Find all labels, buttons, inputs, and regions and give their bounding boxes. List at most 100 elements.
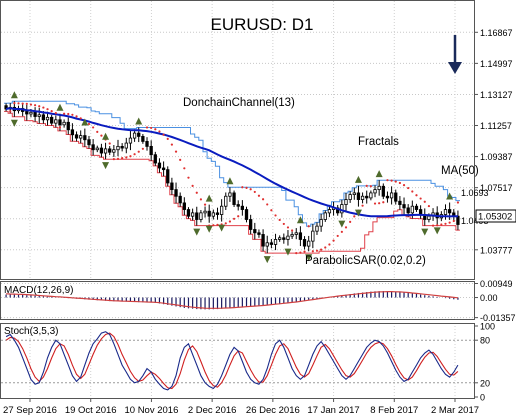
sar-dot bbox=[286, 226, 290, 229]
sar-dot bbox=[398, 181, 401, 185]
annotation-donchian: DonchainChannel(13) bbox=[183, 97, 295, 109]
sar-dot bbox=[456, 201, 460, 204]
sar-dot bbox=[158, 130, 161, 133]
candle-body-up bbox=[352, 192, 356, 195]
candle bbox=[261, 229, 265, 252]
candle bbox=[124, 137, 128, 154]
candle bbox=[149, 140, 153, 161]
stoch-grid bbox=[1, 326, 474, 397]
candle bbox=[414, 203, 419, 212]
candle-body-up bbox=[265, 242, 269, 247]
candle bbox=[83, 128, 87, 147]
candle-body-up bbox=[116, 145, 120, 151]
candle bbox=[99, 143, 104, 158]
candle bbox=[128, 131, 133, 151]
sar-dot bbox=[324, 246, 327, 249]
candle-body-down bbox=[186, 209, 191, 217]
candle-body-down bbox=[302, 239, 307, 247]
sar-dot bbox=[361, 204, 364, 207]
candle bbox=[348, 191, 352, 203]
sar-dot bbox=[232, 217, 236, 220]
candle bbox=[282, 233, 286, 244]
candle-body-down bbox=[25, 111, 29, 115]
fractal-up-icon bbox=[226, 177, 234, 185]
candle bbox=[228, 187, 232, 202]
candle-body-down bbox=[240, 205, 245, 210]
candle bbox=[141, 134, 145, 144]
x-tick-label: 8 Feb 2017 bbox=[370, 405, 418, 416]
candle-body-up bbox=[103, 148, 108, 154]
candle bbox=[394, 189, 398, 205]
candle bbox=[352, 187, 356, 200]
candle-body-down bbox=[149, 145, 153, 156]
sar-dot bbox=[390, 179, 393, 182]
candle-body-up bbox=[211, 212, 215, 217]
sar-dot bbox=[133, 153, 136, 156]
y-tick-label: 100 bbox=[480, 322, 495, 332]
sar-dot bbox=[58, 126, 62, 129]
candle bbox=[307, 235, 311, 252]
donchian-lower bbox=[4, 110, 460, 254]
candle-body-down bbox=[249, 219, 253, 230]
fractal-down-icon bbox=[338, 220, 346, 228]
candle bbox=[190, 208, 195, 221]
candle bbox=[302, 236, 307, 250]
candle-body-down bbox=[195, 212, 199, 220]
sar-dot bbox=[270, 209, 273, 212]
candle bbox=[398, 196, 402, 210]
sar-dot bbox=[92, 126, 95, 129]
sar-dot bbox=[21, 102, 24, 105]
sar-dot bbox=[17, 102, 20, 105]
sar-dot bbox=[353, 215, 356, 218]
candle-body-up bbox=[62, 121, 66, 126]
fractal-down-icon bbox=[305, 254, 313, 262]
candle-body-down bbox=[182, 202, 186, 210]
candle-body-up bbox=[348, 194, 352, 200]
stoch-d-path bbox=[5, 332, 459, 390]
macd-grid bbox=[1, 282, 474, 319]
candle-body-down bbox=[137, 132, 141, 137]
candle-body-down bbox=[91, 144, 95, 151]
candle-body-down bbox=[402, 204, 406, 209]
candle bbox=[294, 228, 298, 240]
sar-dot bbox=[174, 150, 178, 153]
candle-body-down bbox=[232, 192, 236, 205]
sar-dot bbox=[278, 218, 281, 222]
candle-body-up bbox=[443, 209, 448, 215]
macd-panel-frame bbox=[0, 281, 475, 320]
macd-signal-path bbox=[6, 291, 458, 309]
sar-dot bbox=[96, 130, 99, 133]
candle-body-up bbox=[190, 212, 195, 217]
fractal-down-icon bbox=[193, 228, 201, 236]
sar-dot bbox=[216, 223, 219, 226]
candle-body-up bbox=[45, 116, 50, 121]
sar-dot bbox=[112, 158, 115, 161]
fractal-down-icon bbox=[284, 248, 292, 256]
candle-body-down bbox=[456, 215, 460, 225]
candle bbox=[54, 115, 58, 128]
stoch-label: Stoch(3,5,3) bbox=[4, 326, 58, 337]
candle-body-down bbox=[447, 209, 452, 214]
sar-dot bbox=[67, 112, 70, 116]
fractal-up-icon bbox=[205, 194, 213, 202]
candle-body-up bbox=[95, 147, 99, 151]
candle bbox=[311, 224, 315, 249]
candle-body-down bbox=[120, 145, 124, 149]
y-tick-label: 1.11257 bbox=[480, 121, 512, 131]
candle-body-down bbox=[145, 141, 149, 147]
y-tick-label: 0 bbox=[480, 393, 485, 403]
main-panel: 1.16867 1.14997 1.13127 1.11257 1.09387 1.075… bbox=[0, 0, 516, 280]
x-tick-label: 10 Nov 2016 bbox=[124, 405, 178, 416]
candle bbox=[4, 103, 8, 112]
candle-body-down bbox=[108, 148, 112, 153]
candle-body-down bbox=[178, 195, 182, 204]
sar-dot bbox=[295, 252, 298, 255]
stoch-lines bbox=[5, 331, 459, 391]
annotation-fractals: Fractals bbox=[358, 136, 399, 148]
x-tick-label: 17 Jan 2017 bbox=[307, 405, 359, 416]
sar-dot bbox=[179, 158, 182, 161]
candle bbox=[418, 205, 423, 219]
main-panel-frame bbox=[0, 0, 475, 280]
candle-body-up bbox=[228, 192, 232, 197]
candle bbox=[157, 158, 162, 173]
